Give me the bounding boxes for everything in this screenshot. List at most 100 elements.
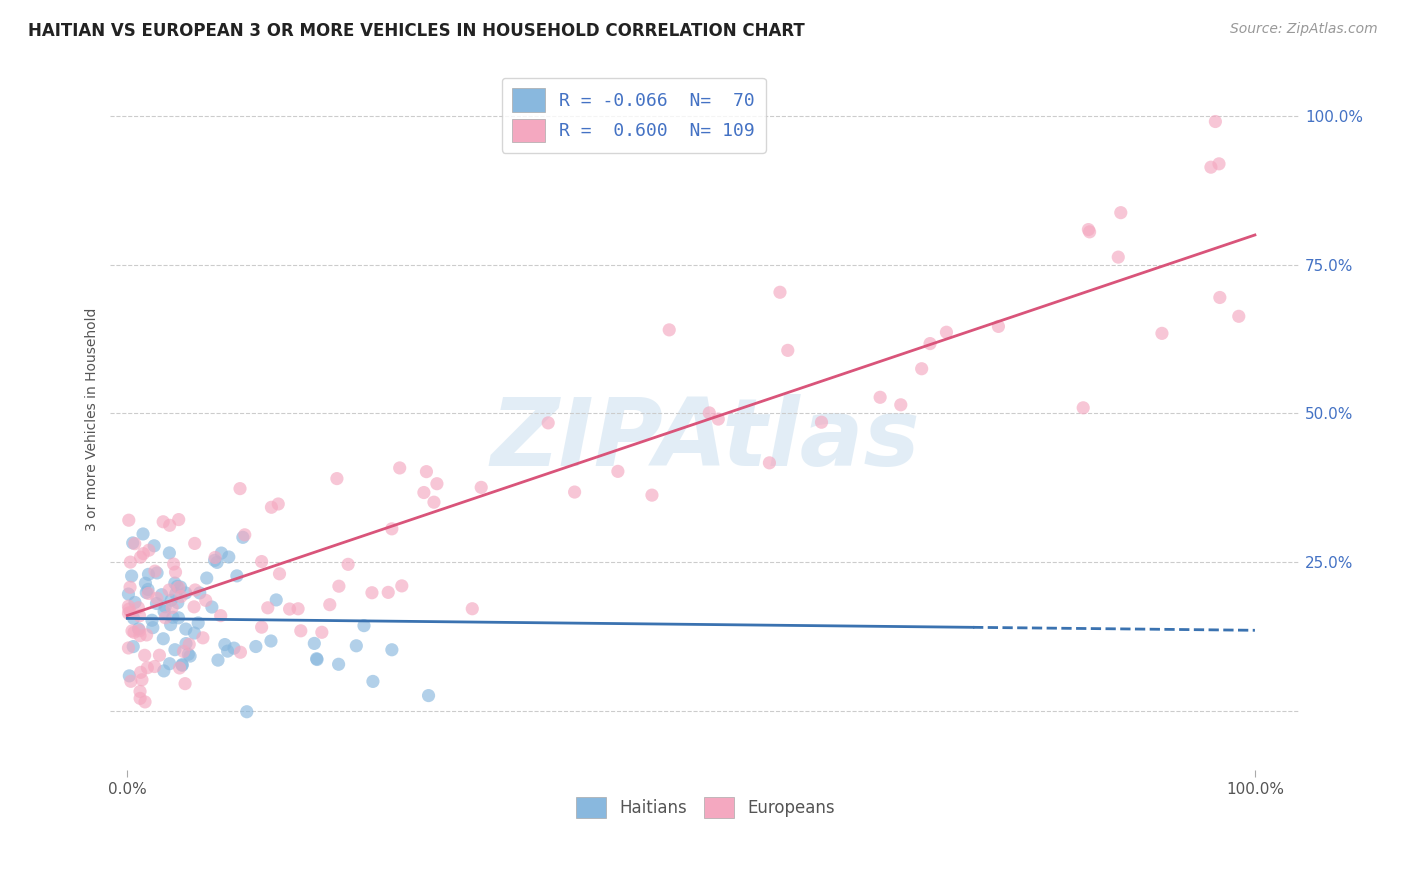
Point: [143, 564, 166, 578]
Point: [136, 661, 159, 675]
Point: [377, 585, 399, 599]
Point: [142, 621, 165, 635]
Point: [167, 611, 190, 625]
Point: [159, 617, 181, 632]
Point: [179, 637, 201, 651]
Point: [162, 557, 184, 571]
Point: [1199, 160, 1222, 174]
Point: [423, 495, 446, 509]
Point: [122, 640, 145, 654]
Point: [918, 336, 941, 351]
Point: [229, 645, 252, 659]
Point: [426, 476, 449, 491]
Point: [141, 613, 163, 627]
Point: [381, 522, 404, 536]
Point: [260, 634, 283, 648]
Point: [157, 582, 180, 597]
Point: [128, 624, 150, 638]
Point: [129, 684, 152, 698]
Point: [911, 361, 934, 376]
Point: [160, 600, 183, 615]
Point: [290, 624, 312, 638]
Point: [157, 546, 180, 560]
Text: Source: ZipAtlas.com: Source: ZipAtlas.com: [1230, 22, 1378, 37]
Point: [353, 618, 375, 632]
Point: [174, 622, 197, 636]
Point: [120, 606, 142, 620]
Point: [869, 390, 891, 404]
Point: [250, 555, 273, 569]
Point: [361, 674, 384, 689]
Point: [138, 543, 160, 558]
Point: [145, 597, 167, 611]
Point: [136, 582, 159, 597]
Point: [1150, 326, 1173, 341]
Point: [135, 628, 157, 642]
Point: [118, 602, 141, 616]
Point: [132, 547, 155, 561]
Point: [326, 472, 349, 486]
Point: [121, 569, 143, 583]
Point: [311, 625, 333, 640]
Point: [222, 641, 245, 656]
Point: [117, 587, 139, 601]
Point: [418, 689, 440, 703]
Point: [162, 610, 184, 624]
Point: [121, 624, 143, 638]
Point: [461, 601, 484, 615]
Point: [118, 669, 141, 683]
Point: [120, 555, 142, 569]
Y-axis label: 3 or more Vehicles in Household: 3 or more Vehicles in Household: [86, 308, 100, 531]
Point: [118, 580, 141, 594]
Point: [134, 695, 156, 709]
Point: [131, 673, 153, 687]
Point: [1209, 290, 1232, 304]
Point: [179, 649, 201, 664]
Point: [172, 658, 194, 673]
Point: [163, 576, 186, 591]
Point: [132, 527, 155, 541]
Point: [128, 608, 150, 623]
Point: [153, 599, 176, 614]
Point: [163, 642, 186, 657]
Point: [388, 461, 411, 475]
Point: [250, 620, 273, 634]
Point: [1071, 401, 1094, 415]
Point: [174, 676, 197, 690]
Point: [129, 629, 152, 643]
Point: [150, 588, 173, 602]
Point: [209, 546, 232, 560]
Point: [697, 406, 720, 420]
Point: [183, 599, 205, 614]
Point: [381, 642, 404, 657]
Point: [1109, 205, 1132, 219]
Point: [769, 285, 792, 300]
Point: [267, 497, 290, 511]
Point: [173, 644, 195, 658]
Point: [236, 705, 259, 719]
Point: [148, 648, 170, 663]
Point: [134, 648, 156, 663]
Point: [328, 657, 350, 672]
Point: [138, 567, 160, 582]
Point: [127, 600, 149, 615]
Point: [606, 464, 628, 478]
Point: [170, 657, 193, 672]
Point: [810, 415, 832, 429]
Point: [890, 398, 912, 412]
Point: [118, 513, 141, 527]
Point: [165, 565, 187, 579]
Point: [155, 611, 177, 625]
Point: [776, 343, 799, 358]
Point: [256, 600, 278, 615]
Point: [412, 485, 434, 500]
Point: [183, 536, 205, 550]
Point: [117, 599, 139, 614]
Point: [121, 536, 143, 550]
Point: [217, 644, 239, 658]
Point: [758, 456, 780, 470]
Point: [167, 512, 190, 526]
Point: [187, 615, 209, 630]
Point: [564, 485, 586, 500]
Point: [166, 579, 188, 593]
